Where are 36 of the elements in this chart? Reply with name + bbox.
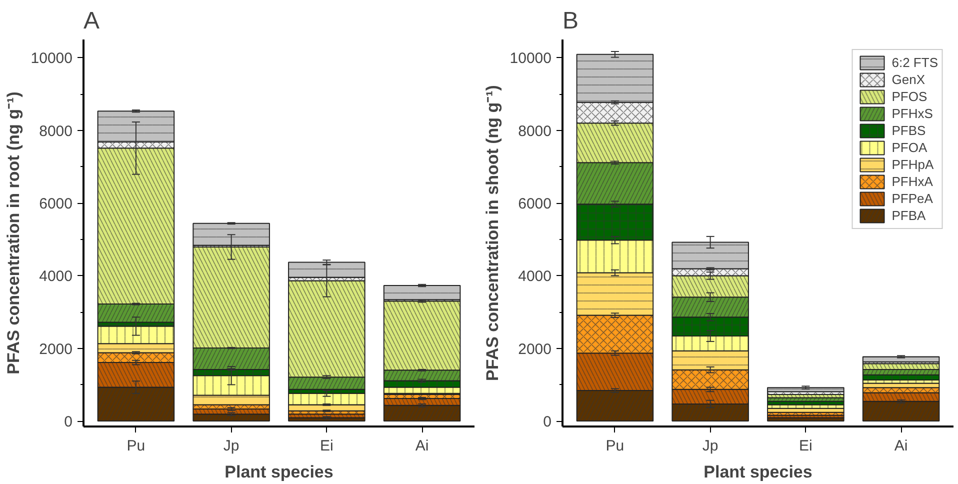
x-axis-title: Plant species [224, 462, 334, 482]
chart-title: A [84, 8, 100, 34]
x-tick-label: Pu [126, 438, 146, 454]
x-tick-label: Jp [702, 438, 718, 454]
y-tick-label: 2000 [39, 340, 73, 358]
y-tick-label: 10000 [510, 50, 552, 68]
x-tick-label: Pu [606, 438, 624, 454]
x-tick-label: Ai [894, 438, 908, 454]
legend-label: PFBS [892, 123, 926, 138]
y-tick-label: 6000 [518, 196, 552, 213]
x-axis-title: Plant species [704, 462, 812, 482]
y-tick-label: 0 [543, 414, 552, 431]
legend-label: PFHxS [892, 106, 933, 121]
x-tick-label: Jp [223, 438, 240, 454]
y-tick-label: 0 [64, 414, 72, 431]
y-tick-label: 8000 [518, 122, 552, 140]
legend-label: 6:2 FTS [892, 55, 938, 70]
y-tick-label: 10000 [30, 50, 73, 68]
x-tick-label: Ai [415, 438, 429, 454]
chart-title: B [562, 8, 579, 34]
y-tick-label: 2000 [518, 340, 552, 358]
y-tick-label: 6000 [39, 196, 73, 213]
y-tick-label: 4000 [39, 268, 73, 286]
legend-label: PFPeA [892, 191, 933, 206]
x-tick-label: Ei [320, 438, 334, 454]
y-axis-title: PFAS concentration in root (ng g⁻¹) [4, 92, 23, 374]
legend-label: PFHxA [892, 174, 933, 189]
y-tick-label: 4000 [518, 268, 552, 286]
x-tick-label: Ei [799, 438, 812, 454]
legend-label: PFHpA [892, 157, 934, 172]
legend-label: GenX [892, 72, 925, 87]
legend-label: PFOA [892, 140, 928, 155]
y-axis-title: PFAS concentration in shoot (ng g⁻¹) [482, 85, 502, 381]
y-tick-label: 8000 [39, 122, 73, 140]
legend-label: PFBA [892, 208, 926, 223]
legend-label: PFOS [892, 89, 928, 104]
